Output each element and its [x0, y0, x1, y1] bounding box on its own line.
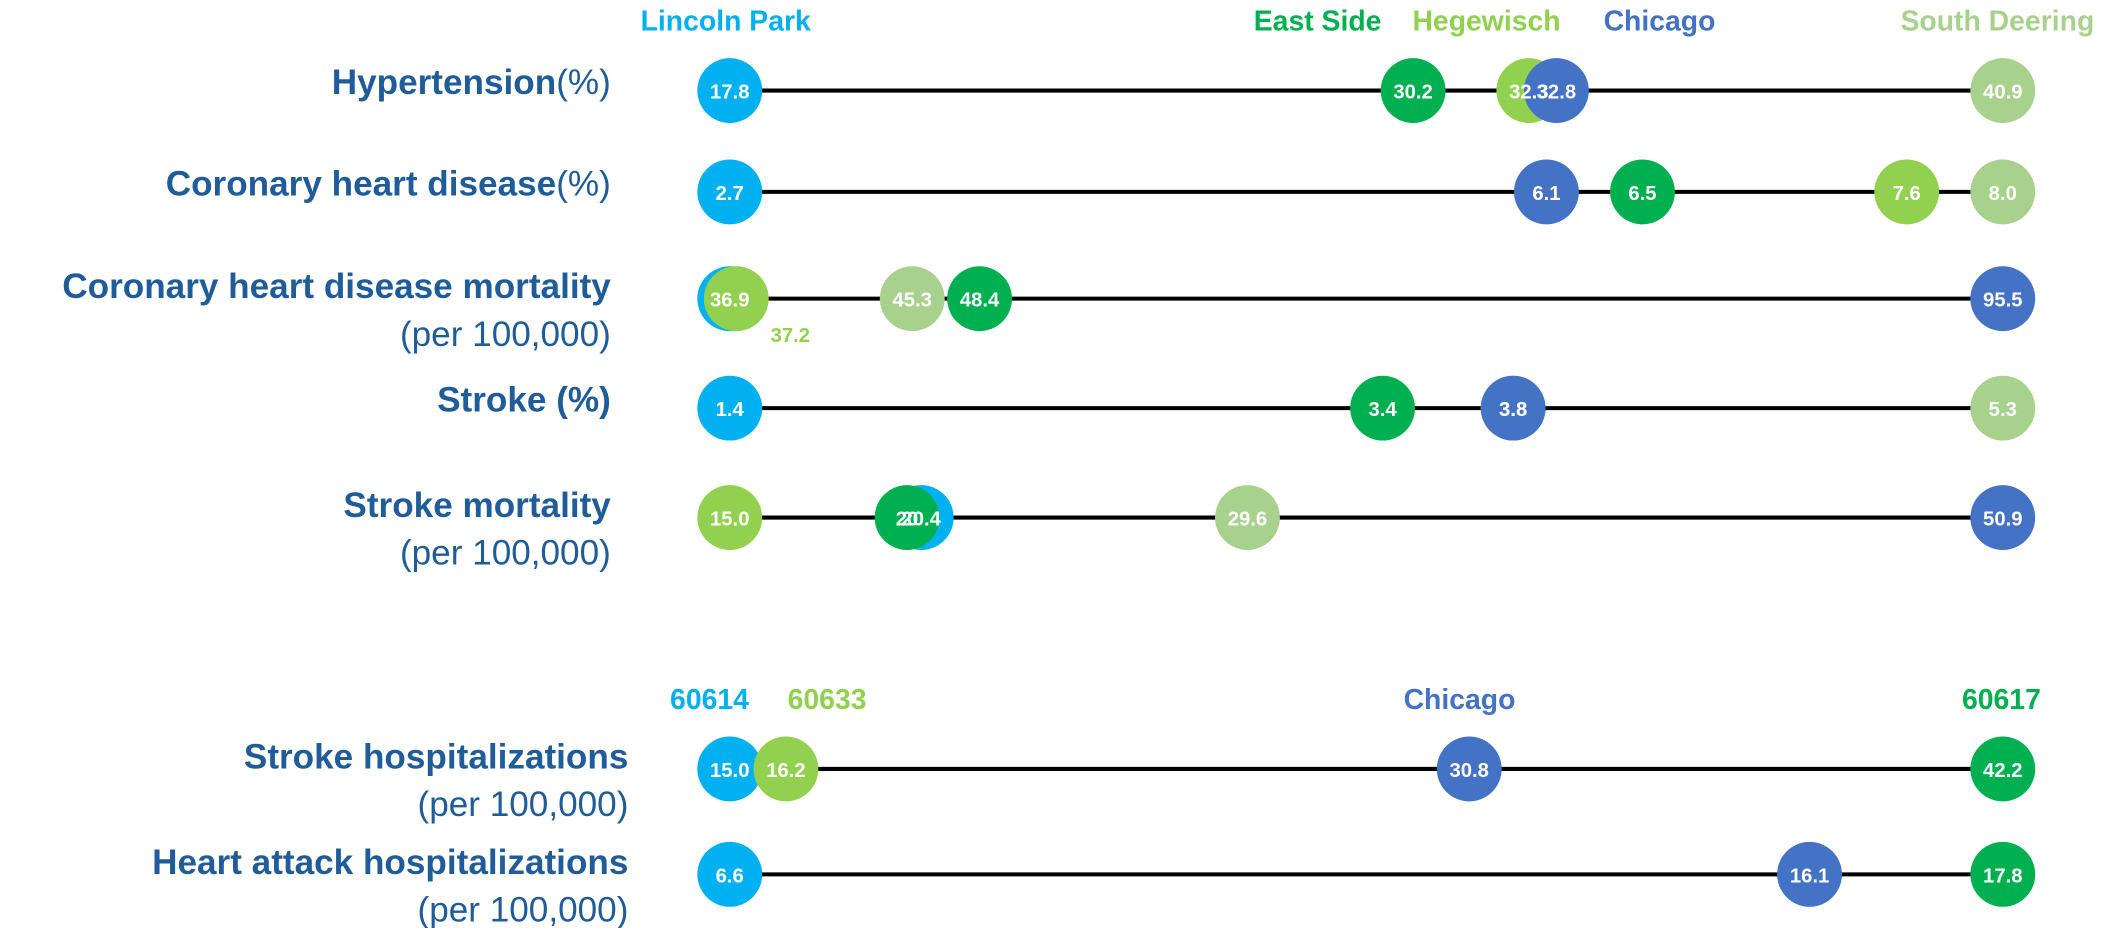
value-label: 1.4: [716, 399, 745, 421]
row-label: Hypertension(%): [332, 63, 611, 102]
row-label-main: Stroke (%): [437, 381, 611, 420]
dot: [1777, 841, 1842, 907]
row-label-main: Coronary heart disease mortality: [62, 267, 611, 306]
value-label: 37.2: [771, 325, 810, 347]
value-label: 20: [896, 509, 919, 531]
dot: [947, 266, 1013, 332]
dot: [879, 266, 945, 332]
row-label-unit: (per 100,000): [418, 785, 629, 824]
legend-label: Chicago: [1404, 684, 1516, 716]
row-label-main: Coronary heart disease: [166, 165, 556, 204]
dot: [1970, 841, 2036, 907]
value-label: 3.8: [1499, 399, 1527, 421]
value-label: 6.6: [716, 865, 744, 887]
legend-label: Lincoln Park: [641, 5, 811, 37]
value-label: 3.8: [1499, 399, 1527, 421]
value-label: 30.8: [1450, 760, 1489, 782]
row-label: Stroke hospitalizations: [244, 738, 629, 777]
value-label: 2.7: [716, 183, 744, 205]
plot-area: Lincoln Park East Side Hegewisch Chicago Sou…: [62, 5, 2094, 929]
value-label: 3.4: [1368, 399, 1397, 421]
value-label: 20.4: [902, 509, 942, 531]
value-label: 45.3: [893, 290, 932, 312]
dot: [703, 266, 769, 332]
value-label: 48.4: [960, 290, 1000, 312]
row-label-unit: (per 100,000): [418, 890, 629, 928]
dot: [1523, 58, 1589, 123]
value-label: 50.9: [1983, 509, 2022, 531]
value-label: 16.2: [766, 760, 805, 782]
legend-label: East Side: [1254, 5, 1382, 37]
row-label: Heart attack hospitalizations: [152, 843, 628, 882]
dot: [1970, 736, 2036, 802]
value-label: 7.6: [1893, 183, 1921, 205]
dot: [697, 159, 763, 225]
dot: [697, 485, 763, 551]
row-label-unit: (per 100,000): [400, 315, 611, 354]
row-label-main: Stroke hospitalizations: [244, 738, 629, 777]
dot: [1874, 159, 1940, 225]
dot: [1970, 58, 2036, 123]
value-label: 36.9: [710, 290, 749, 312]
value-label: 29.6: [1228, 509, 1267, 531]
value-label: 8.0: [1989, 183, 2017, 205]
legend-label: 60633: [788, 684, 867, 716]
value-label: 95.5: [1983, 290, 2022, 312]
value-label: 17.8: [1983, 865, 2022, 887]
dot: [1970, 159, 2036, 225]
value-label: 17.8: [710, 82, 749, 104]
dot: [1436, 736, 1502, 802]
value-label: 16.1: [1790, 865, 1829, 887]
dot: [697, 736, 763, 802]
value-label: 15.0: [710, 509, 749, 531]
row-label: Coronary heart disease(%): [166, 165, 611, 204]
legend-label: 60614: [670, 684, 749, 716]
dot: [697, 58, 763, 123]
value-label: 32.8: [1537, 82, 1576, 104]
row-label: Coronary heart disease mortality: [62, 267, 611, 306]
dot: [1513, 159, 1579, 225]
dot: [874, 485, 940, 551]
dot: [1970, 485, 2036, 551]
row-label-unit: (%): [556, 63, 611, 102]
legend-label: South Deering: [1900, 5, 2094, 37]
row-label-main: Stroke mortality: [343, 486, 611, 525]
value-label: 5.3: [1989, 399, 2017, 421]
value-label: 42.2: [1983, 760, 2022, 782]
dot: [1380, 58, 1446, 123]
dot: [1350, 375, 1416, 441]
value-label: 40.9: [1983, 82, 2022, 104]
value-label: 15.0: [710, 760, 749, 782]
value-label: 30.2: [1393, 82, 1432, 104]
dot: [1970, 375, 2036, 441]
row-label: Stroke (%): [437, 381, 611, 420]
row-label-main: Hypertension: [332, 63, 556, 102]
row-label: Stroke mortality: [343, 486, 611, 525]
value-label: 32.3: [1509, 82, 1548, 104]
row-label-unit: (%): [556, 165, 611, 204]
legend-label: Chicago: [1604, 5, 1716, 37]
row-label-main: Heart attack hospitalizations: [152, 843, 628, 882]
row-label-unit: (per 100,000): [400, 534, 611, 573]
legend-label: Hegewisch: [1412, 5, 1560, 37]
value-label: 6.1: [1532, 183, 1560, 205]
dot: [697, 375, 763, 441]
dot: [1610, 159, 1675, 225]
dot: [1970, 266, 2036, 332]
dot: [697, 841, 763, 907]
value-label: 6.5: [1628, 183, 1656, 205]
dot: [753, 736, 819, 802]
dot: [1215, 485, 1280, 551]
legend-label: 60617: [1962, 684, 2041, 716]
dot: [1480, 375, 1546, 441]
